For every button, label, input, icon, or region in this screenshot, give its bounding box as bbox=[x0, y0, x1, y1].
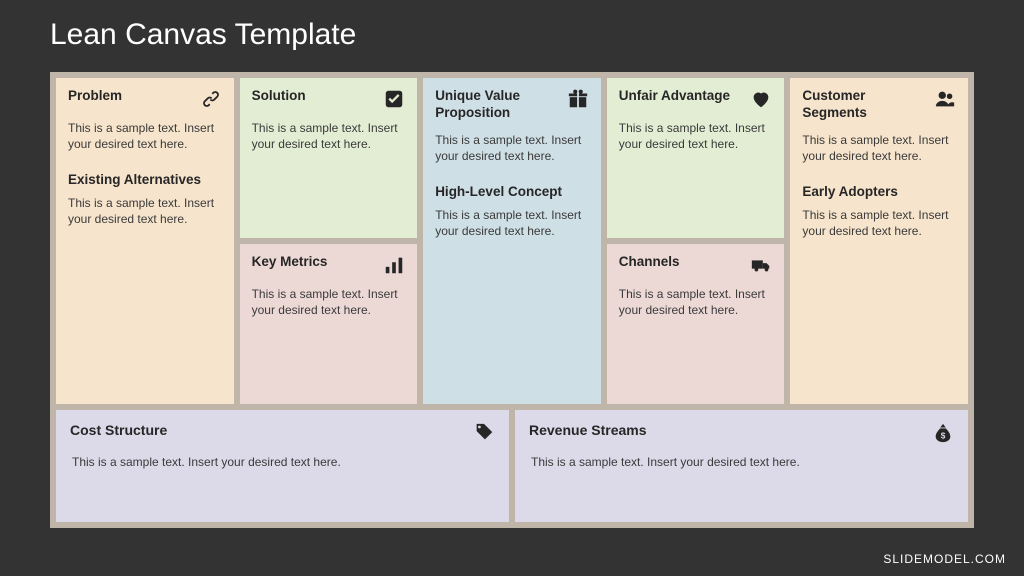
cell-title: Solution bbox=[252, 88, 310, 105]
canvas-bottom-row: Cost Structure This is a sample text. In… bbox=[56, 410, 968, 522]
cell-body: This is a sample text. Insert your desir… bbox=[252, 286, 406, 318]
cell-body: This is a sample text. Insert your desir… bbox=[802, 132, 956, 164]
moneybag-icon: $ bbox=[932, 422, 954, 444]
cell-title: Customer Segments bbox=[802, 88, 934, 122]
bars-icon bbox=[383, 254, 405, 276]
col-solution-metrics: Solution This is a sample text. Insert y… bbox=[240, 78, 418, 404]
cell-cost: Cost Structure This is a sample text. In… bbox=[56, 410, 509, 522]
svg-text:$: $ bbox=[941, 432, 946, 441]
col-advantage-channels: Unfair Advantage This is a sample text. … bbox=[607, 78, 785, 404]
cell-title: High-Level Concept bbox=[435, 184, 589, 201]
link-icon bbox=[200, 88, 222, 110]
cell-channels: Channels This is a sample text. Insert y… bbox=[607, 244, 785, 404]
cell-title: Problem bbox=[68, 88, 126, 105]
cell-title: Key Metrics bbox=[252, 254, 332, 271]
cell-title: Early Adopters bbox=[802, 184, 956, 201]
cell-segments: Customer Segments This is a sample text.… bbox=[790, 78, 968, 404]
cell-title: Revenue Streams bbox=[529, 422, 651, 440]
cell-body: This is a sample text. Insert your desir… bbox=[70, 454, 495, 470]
cell-title: Unfair Advantage bbox=[619, 88, 734, 105]
truck-icon bbox=[750, 254, 772, 276]
cell-body: This is a sample text. Insert your desir… bbox=[68, 195, 222, 227]
tag-icon bbox=[473, 422, 495, 444]
footer-credit: SLIDEMODEL.COM bbox=[883, 552, 1006, 566]
cell-body: This is a sample text. Insert your desir… bbox=[68, 120, 222, 152]
cell-problem: Problem This is a sample text. Insert yo… bbox=[56, 78, 234, 404]
cell-body: This is a sample text. Insert your desir… bbox=[435, 207, 589, 239]
cell-title: Channels bbox=[619, 254, 684, 271]
users-icon bbox=[934, 88, 956, 110]
cell-body: This is a sample text. Insert your desir… bbox=[619, 286, 773, 318]
check-icon bbox=[383, 88, 405, 110]
cell-alternatives: Existing Alternatives This is a sample t… bbox=[68, 172, 222, 227]
cell-body: This is a sample text. Insert your desir… bbox=[529, 454, 954, 470]
cell-concept: High-Level Concept This is a sample text… bbox=[435, 184, 589, 239]
page-title: Lean Canvas Template bbox=[0, 0, 1024, 52]
lean-canvas: Problem This is a sample text. Insert yo… bbox=[50, 72, 974, 528]
canvas-top-row: Problem This is a sample text. Insert yo… bbox=[56, 78, 968, 404]
cell-revenue: Revenue Streams $ This is a sample text.… bbox=[515, 410, 968, 522]
cell-solution: Solution This is a sample text. Insert y… bbox=[240, 78, 418, 238]
cell-title: Existing Alternatives bbox=[68, 172, 222, 189]
cell-title: Cost Structure bbox=[70, 422, 171, 440]
gift-icon bbox=[567, 88, 589, 110]
cell-body: This is a sample text. Insert your desir… bbox=[619, 120, 773, 152]
heart-icon bbox=[750, 88, 772, 110]
cell-advantage: Unfair Advantage This is a sample text. … bbox=[607, 78, 785, 238]
cell-body: This is a sample text. Insert your desir… bbox=[435, 132, 589, 164]
cell-title: Unique Value Proposition bbox=[435, 88, 567, 122]
cell-metrics: Key Metrics This is a sample text. Inser… bbox=[240, 244, 418, 404]
cell-body: This is a sample text. Insert your desir… bbox=[802, 207, 956, 239]
cell-uvp: Unique Value Proposition This is a sampl… bbox=[423, 78, 601, 404]
cell-body: This is a sample text. Insert your desir… bbox=[252, 120, 406, 152]
cell-adopters: Early Adopters This is a sample text. In… bbox=[802, 184, 956, 239]
